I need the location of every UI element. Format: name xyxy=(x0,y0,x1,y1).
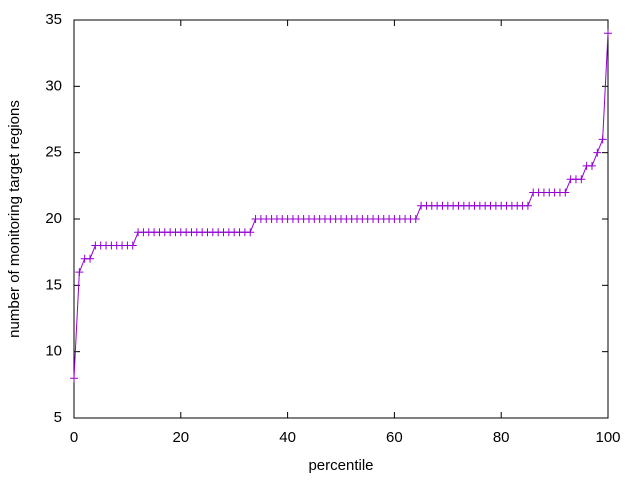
x-tick-label: 40 xyxy=(279,429,296,446)
y-tick-label: 10 xyxy=(45,343,62,360)
data-point xyxy=(128,241,137,250)
y-tick-label: 20 xyxy=(45,210,62,227)
data-point xyxy=(75,268,84,277)
data-point xyxy=(587,161,596,170)
y-tick-label: 30 xyxy=(45,77,62,94)
data-point xyxy=(246,228,255,237)
y-tick-label: 35 xyxy=(45,11,62,28)
x-tick-label: 80 xyxy=(493,429,510,446)
x-tick-label: 60 xyxy=(386,429,403,446)
data-point xyxy=(561,188,570,197)
x-tick-label: 0 xyxy=(70,429,78,446)
data-point xyxy=(604,29,612,38)
y-tick-label: 25 xyxy=(45,144,62,161)
x-axis-label: percentile xyxy=(308,457,373,474)
x-tick-label: 100 xyxy=(595,429,620,446)
x-tick-label: 20 xyxy=(172,429,189,446)
y-tick-label: 15 xyxy=(45,276,62,293)
y-axis-label: number of monitoring target regions xyxy=(6,100,23,338)
y-tick-label: 5 xyxy=(54,409,62,426)
data-point xyxy=(523,201,532,210)
data-point xyxy=(598,135,607,144)
data-point xyxy=(411,215,420,223)
data-point xyxy=(86,254,95,263)
data-point xyxy=(577,175,586,184)
data-point xyxy=(593,148,602,157)
data-point xyxy=(70,374,78,383)
